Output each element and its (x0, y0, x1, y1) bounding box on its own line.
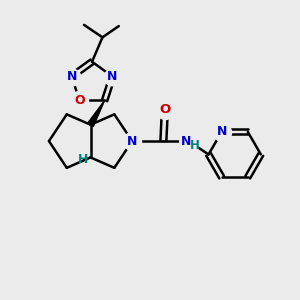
Polygon shape (88, 100, 105, 126)
Text: N: N (181, 135, 191, 148)
Text: H: H (190, 139, 200, 152)
Text: N: N (216, 125, 227, 138)
Text: O: O (159, 103, 170, 116)
Text: N: N (67, 70, 77, 83)
Text: O: O (74, 94, 85, 107)
Text: H: H (78, 153, 88, 166)
Text: N: N (127, 135, 137, 148)
Text: N: N (107, 70, 118, 83)
